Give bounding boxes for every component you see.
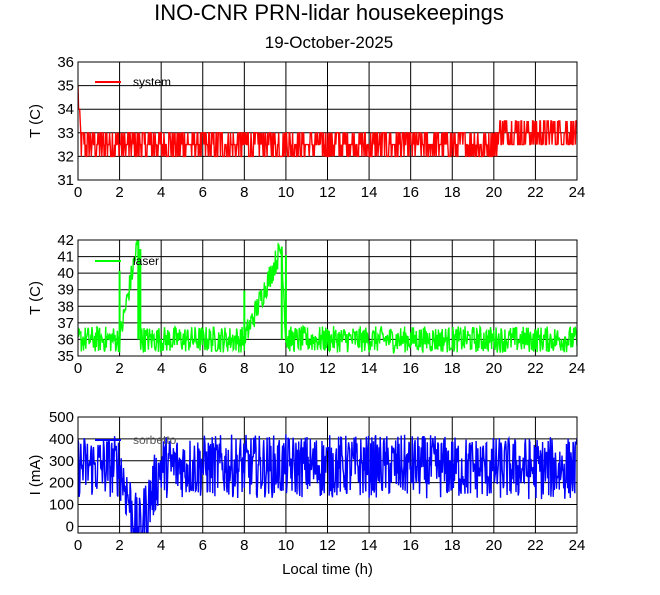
legend-label: sorbetto	[133, 433, 177, 447]
y-tick-label: 100	[49, 497, 74, 514]
y-tick-label: 36	[57, 331, 74, 348]
x-tick-label: 6	[199, 184, 207, 201]
plot-frame	[77, 239, 578, 357]
x-tick-label: 20	[485, 360, 502, 377]
x-tick-label: 12	[319, 360, 336, 377]
y-tick-label: 31	[57, 172, 74, 189]
x-tick-label: 8	[240, 360, 248, 377]
x-tick-label: 22	[527, 184, 544, 201]
x-tick-label: 0	[74, 184, 82, 201]
y-tick-label: 36	[57, 54, 74, 71]
y-tick-label: 40	[57, 265, 74, 282]
y-tick-label: 200	[49, 475, 74, 492]
figure-title: INO-CNR PRN-lidar housekeepings	[154, 0, 504, 25]
x-tick-label: 0	[74, 537, 82, 554]
x-tick-label: 14	[361, 184, 378, 201]
y-axis-label: I (mA)	[27, 455, 44, 496]
x-tick-label: 6	[199, 360, 207, 377]
x-tick-label: 8	[240, 537, 248, 554]
x-tick-label: 12	[319, 537, 336, 554]
x-tick-label: 10	[278, 360, 295, 377]
x-tick-label: 6	[199, 537, 207, 554]
y-tick-label: 33	[57, 125, 74, 142]
x-tick-label: 0	[74, 360, 82, 377]
x-tick-label: 20	[485, 184, 502, 201]
x-tick-label: 2	[115, 537, 123, 554]
plot-frame	[77, 61, 578, 181]
x-tick-label: 4	[157, 184, 165, 201]
y-tick-label: 38	[57, 298, 74, 315]
series-line-system	[78, 85, 577, 158]
y-tick-label: 41	[57, 249, 74, 266]
x-tick-label: 16	[402, 537, 419, 554]
x-axis-label: Local time (h)	[282, 561, 373, 578]
y-tick-label: 400	[49, 431, 74, 448]
y-tick-label: 39	[57, 282, 74, 299]
series-line-laser	[78, 240, 577, 354]
y-tick-label: 35	[57, 348, 74, 365]
x-tick-label: 14	[361, 537, 378, 554]
x-tick-label: 18	[444, 537, 461, 554]
x-tick-label: 18	[444, 184, 461, 201]
legend-label: system	[133, 75, 171, 89]
x-tick-label: 2	[115, 184, 123, 201]
x-tick-label: 12	[319, 184, 336, 201]
series-line-sorbetto	[78, 434, 577, 533]
y-tick-label: 0	[66, 518, 74, 535]
x-tick-label: 24	[569, 537, 586, 554]
y-tick-label: 37	[57, 315, 74, 332]
legend-label: laser	[133, 254, 159, 268]
x-tick-label: 4	[157, 537, 165, 554]
x-tick-label: 10	[278, 537, 295, 554]
x-tick-label: 20	[485, 537, 502, 554]
x-tick-label: 2	[115, 360, 123, 377]
y-tick-label: 32	[57, 148, 74, 165]
plot-frame	[77, 416, 578, 534]
x-tick-label: 22	[527, 360, 544, 377]
x-tick-label: 24	[569, 184, 586, 201]
x-tick-label: 14	[361, 360, 378, 377]
y-axis-label: T (C)	[27, 104, 44, 138]
y-tick-label: 42	[57, 232, 74, 249]
y-tick-label: 34	[57, 101, 74, 118]
x-tick-label: 8	[240, 184, 248, 201]
x-tick-label: 10	[278, 184, 295, 201]
x-tick-label: 4	[157, 360, 165, 377]
x-tick-label: 24	[569, 360, 586, 377]
x-tick-label: 16	[402, 184, 419, 201]
y-tick-label: 500	[49, 409, 74, 426]
y-axis-label: T (C)	[27, 281, 44, 315]
x-tick-label: 18	[444, 360, 461, 377]
y-tick-label: 300	[49, 453, 74, 470]
x-tick-label: 16	[402, 360, 419, 377]
y-tick-label: 35	[57, 78, 74, 95]
figure-subtitle: 19-October-2025	[265, 33, 394, 52]
x-tick-label: 22	[527, 537, 544, 554]
